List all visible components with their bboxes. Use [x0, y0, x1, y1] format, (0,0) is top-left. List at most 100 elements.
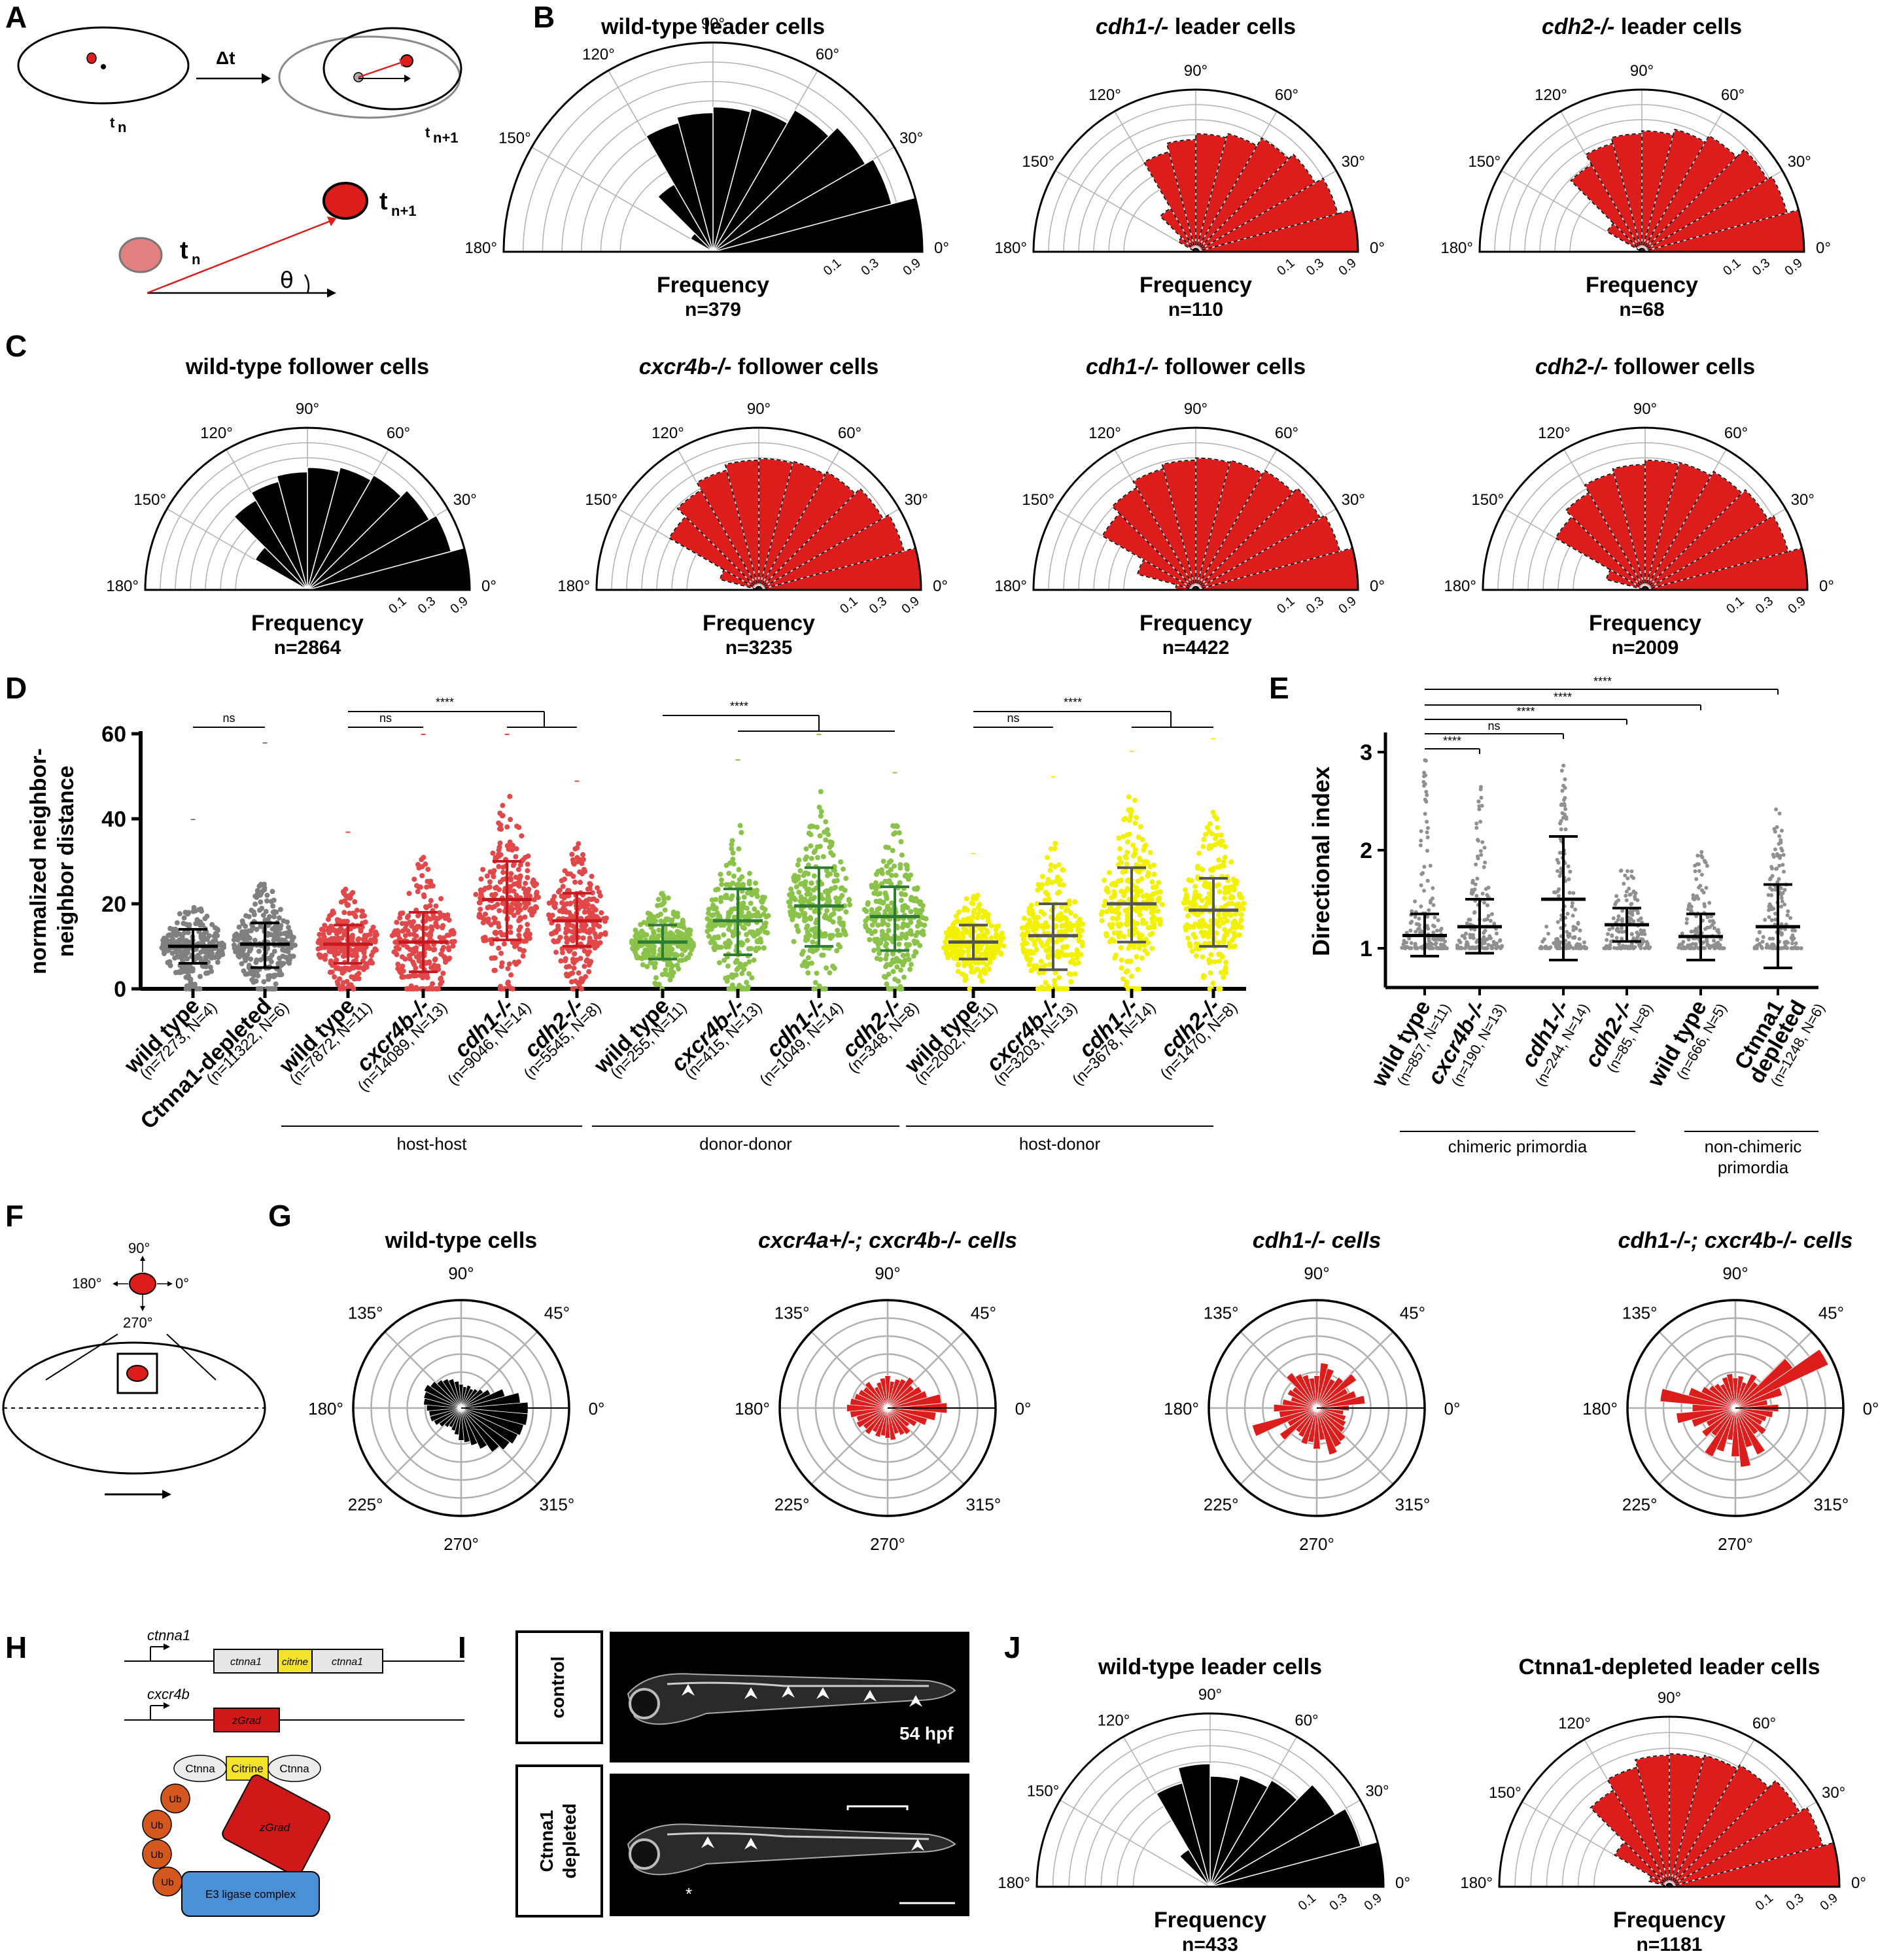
data-point	[869, 922, 875, 928]
angle-label: 90°	[1198, 1686, 1222, 1704]
chart-title: wild-type leader cells	[1098, 1655, 1322, 1679]
data-point	[523, 938, 529, 944]
data-point	[879, 870, 885, 876]
data-point	[400, 963, 406, 969]
data-point	[209, 955, 215, 961]
data-point	[1479, 795, 1484, 800]
angle-label: 180°	[1444, 577, 1476, 595]
sig-label: ns	[1007, 712, 1019, 725]
data-point	[1139, 905, 1145, 911]
rose-chart-b-cdh2-leader: cdh2-/- leader cells0°30°60°90°120°150°1…	[1440, 14, 1831, 320]
data-point	[795, 862, 801, 868]
data-point	[676, 957, 682, 963]
data-point	[1132, 851, 1138, 857]
data-point	[638, 942, 644, 948]
rose-bar	[712, 106, 752, 252]
title-italic: cdh1-/-	[1086, 354, 1158, 379]
data-point	[1478, 849, 1483, 853]
data-point	[1561, 783, 1566, 788]
data-point	[751, 957, 757, 963]
data-point	[177, 970, 183, 976]
grid-spoke	[1054, 170, 1196, 252]
data-point	[753, 948, 759, 954]
data-point	[1185, 935, 1191, 941]
data-point	[253, 959, 259, 965]
data-point	[506, 984, 512, 989]
data-point	[496, 844, 502, 850]
data-point	[498, 929, 504, 935]
data-point	[367, 931, 373, 937]
data-point	[730, 850, 736, 856]
data-point	[1066, 920, 1072, 926]
data-point	[594, 898, 600, 904]
data-point	[1102, 878, 1107, 884]
data-point	[396, 936, 402, 942]
data-point	[570, 938, 576, 944]
data-point	[744, 980, 750, 986]
data-point	[710, 902, 716, 908]
data-point	[739, 909, 744, 915]
data-point	[865, 915, 871, 921]
data-point	[1620, 929, 1625, 934]
rose-bar-ci	[1644, 515, 1789, 591]
rose-border	[1032, 88, 1359, 253]
data-point	[1699, 888, 1704, 893]
rose-bar	[1195, 514, 1341, 591]
data-point	[676, 966, 682, 972]
angle-label: 30°	[1822, 1784, 1845, 1802]
angle-label: 30°	[453, 491, 477, 509]
angle-label: 90°	[1630, 62, 1654, 80]
n-label: n=68	[1619, 299, 1664, 320]
data-point	[1475, 876, 1480, 881]
data-point	[419, 864, 425, 870]
data-point	[802, 870, 808, 876]
radial-tick-label: 0.1	[1296, 1891, 1319, 1914]
data-point	[687, 951, 693, 957]
data-point	[629, 938, 635, 944]
data-point	[343, 886, 349, 892]
data-point	[1565, 912, 1570, 916]
data-point	[1693, 863, 1697, 868]
radial-tick-label: 0.3	[1783, 1891, 1806, 1914]
data-point	[1054, 948, 1060, 954]
rose-bar-ci	[1161, 459, 1196, 591]
data-point	[446, 947, 452, 953]
data-point	[846, 897, 852, 903]
data-point	[633, 927, 638, 933]
angle-label: 0°	[1370, 577, 1385, 595]
chart-title: cxcr4b-/- follower cells	[639, 354, 879, 379]
data-point	[1228, 912, 1234, 918]
rose-bar-ci	[1605, 569, 1646, 591]
data-point	[873, 880, 878, 885]
data-point	[413, 973, 419, 979]
data-point	[748, 946, 754, 952]
rose-border	[502, 41, 924, 253]
rose-bar-ci	[1177, 237, 1196, 252]
data-point	[267, 914, 273, 920]
data-point	[260, 912, 266, 918]
data-point	[1677, 945, 1681, 950]
data-point	[721, 932, 727, 938]
data-point	[1626, 944, 1631, 949]
data-point	[713, 887, 719, 893]
radial-tick-label: 0.1	[1720, 256, 1743, 279]
data-point	[986, 967, 992, 972]
data-point	[682, 957, 688, 963]
angle-label: 60°	[838, 424, 861, 442]
data-point	[395, 961, 401, 967]
data-point	[795, 929, 801, 935]
data-point	[350, 910, 356, 916]
data-point	[994, 947, 1000, 953]
data-point	[516, 933, 522, 938]
rose-bar-ci	[1585, 143, 1643, 252]
data-point	[737, 877, 742, 883]
data-point	[552, 904, 558, 910]
data-point	[882, 974, 888, 980]
data-point	[1139, 836, 1145, 842]
data-point	[1610, 933, 1614, 938]
data-point	[1038, 885, 1044, 891]
data-point	[658, 911, 664, 917]
data-point	[803, 898, 809, 904]
data-point	[803, 963, 809, 969]
rose-bar-ci	[719, 569, 759, 591]
